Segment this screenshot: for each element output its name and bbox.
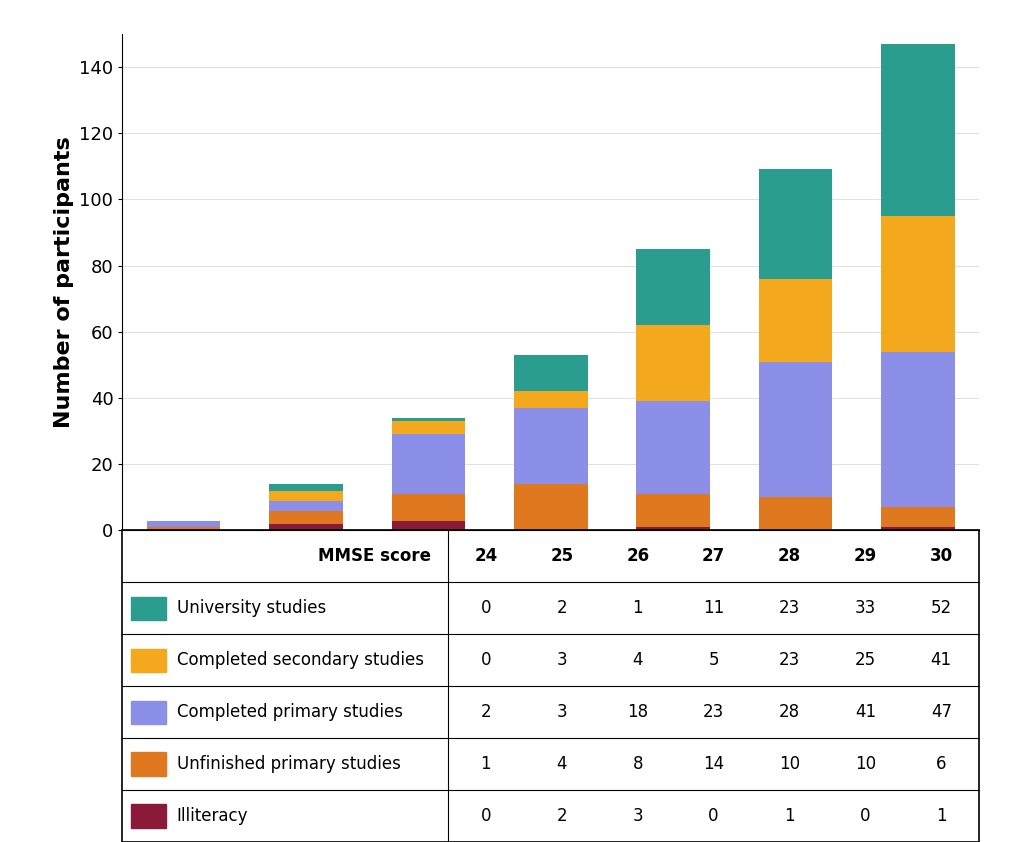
Bar bbox=[636, 249, 709, 325]
Text: 25: 25 bbox=[854, 651, 875, 669]
Bar bbox=[269, 484, 342, 491]
Text: 41: 41 bbox=[929, 651, 951, 669]
Bar bbox=[514, 484, 587, 530]
Bar bbox=[130, 804, 166, 828]
Text: 0: 0 bbox=[707, 807, 718, 825]
Text: 14: 14 bbox=[702, 755, 723, 773]
Text: 5: 5 bbox=[707, 651, 718, 669]
Text: 23: 23 bbox=[702, 703, 723, 722]
Text: Completed secondary studies: Completed secondary studies bbox=[176, 651, 423, 669]
Text: 0: 0 bbox=[859, 807, 870, 825]
Bar bbox=[514, 408, 587, 484]
Bar bbox=[514, 392, 587, 408]
Text: Completed primary studies: Completed primary studies bbox=[176, 703, 403, 722]
Text: 18: 18 bbox=[627, 703, 648, 722]
Text: University studies: University studies bbox=[176, 600, 325, 617]
Text: 47: 47 bbox=[930, 703, 951, 722]
Bar bbox=[636, 494, 709, 527]
Y-axis label: Number of participants: Number of participants bbox=[54, 136, 73, 428]
Text: 3: 3 bbox=[632, 807, 642, 825]
Text: 24: 24 bbox=[474, 547, 497, 566]
Bar bbox=[269, 524, 342, 530]
Bar bbox=[880, 352, 954, 507]
Bar bbox=[758, 361, 832, 498]
Bar bbox=[269, 501, 342, 510]
Bar bbox=[636, 402, 709, 494]
Bar bbox=[391, 494, 465, 520]
Text: 6: 6 bbox=[935, 755, 946, 773]
Text: 23: 23 bbox=[779, 600, 799, 617]
Bar bbox=[147, 520, 220, 527]
Text: 28: 28 bbox=[777, 547, 800, 566]
Text: 1: 1 bbox=[632, 600, 642, 617]
Bar bbox=[880, 507, 954, 527]
Bar bbox=[269, 491, 342, 501]
Text: 8: 8 bbox=[632, 755, 642, 773]
Bar bbox=[130, 753, 166, 775]
Bar bbox=[391, 421, 465, 434]
Text: 26: 26 bbox=[626, 547, 649, 566]
Text: 29: 29 bbox=[853, 547, 876, 566]
Bar bbox=[130, 701, 166, 724]
Bar bbox=[130, 648, 166, 672]
Text: 0: 0 bbox=[480, 807, 491, 825]
Text: 41: 41 bbox=[854, 703, 875, 722]
Bar bbox=[636, 325, 709, 402]
Bar bbox=[880, 44, 954, 216]
Bar bbox=[880, 216, 954, 352]
Bar bbox=[391, 520, 465, 530]
Text: 2: 2 bbox=[556, 807, 567, 825]
Bar bbox=[147, 527, 220, 530]
Text: 4: 4 bbox=[632, 651, 642, 669]
Bar bbox=[758, 498, 832, 530]
Text: 2: 2 bbox=[480, 703, 491, 722]
Text: 25: 25 bbox=[549, 547, 573, 566]
Text: 33: 33 bbox=[854, 600, 875, 617]
Bar bbox=[391, 418, 465, 421]
Text: 3: 3 bbox=[556, 651, 567, 669]
Text: 30: 30 bbox=[928, 547, 952, 566]
Text: 3: 3 bbox=[556, 703, 567, 722]
Text: 27: 27 bbox=[701, 547, 725, 566]
Bar bbox=[758, 279, 832, 361]
Bar bbox=[269, 510, 342, 524]
Text: 23: 23 bbox=[779, 651, 799, 669]
Bar bbox=[514, 355, 587, 392]
Text: 52: 52 bbox=[929, 600, 951, 617]
Text: 10: 10 bbox=[854, 755, 875, 773]
Text: 0: 0 bbox=[480, 600, 491, 617]
Text: 1: 1 bbox=[935, 807, 946, 825]
Text: 4: 4 bbox=[556, 755, 567, 773]
Text: Illiteracy: Illiteracy bbox=[176, 807, 248, 825]
Text: MMSE score: MMSE score bbox=[318, 547, 430, 566]
Bar bbox=[391, 434, 465, 494]
Bar bbox=[636, 527, 709, 530]
Bar bbox=[758, 169, 832, 279]
Text: 2: 2 bbox=[556, 600, 567, 617]
Bar bbox=[130, 597, 166, 620]
Text: Unfinished primary studies: Unfinished primary studies bbox=[176, 755, 400, 773]
Text: 11: 11 bbox=[702, 600, 723, 617]
Text: 0: 0 bbox=[480, 651, 491, 669]
Text: 28: 28 bbox=[779, 703, 799, 722]
Text: 1: 1 bbox=[480, 755, 491, 773]
Text: 10: 10 bbox=[779, 755, 799, 773]
Text: 1: 1 bbox=[784, 807, 794, 825]
Bar bbox=[880, 527, 954, 530]
